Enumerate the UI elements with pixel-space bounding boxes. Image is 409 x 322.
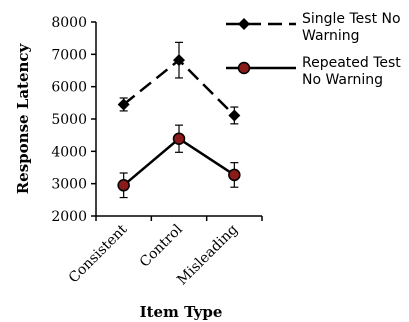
series-2 <box>117 124 241 199</box>
y-tick-label: 6000 <box>51 80 87 96</box>
data-point-circle <box>228 168 241 182</box>
legend-label: Repeated Test <box>302 55 401 71</box>
series-1 <box>117 41 241 125</box>
data-point-diamond <box>228 109 241 122</box>
data-point-circle <box>172 132 186 145</box>
y-tick-label: 4000 <box>51 144 87 160</box>
y-tick-label: 2000 <box>51 209 87 225</box>
x-tick-label: Consistent <box>66 221 131 286</box>
y-tick-label: 5000 <box>51 112 87 128</box>
legend-marker-circle <box>237 61 251 75</box>
legend-label: No Warning <box>302 72 383 88</box>
data-point-diamond <box>173 54 185 67</box>
x-axis-title: Item Type <box>140 303 223 321</box>
legend-marker-diamond <box>238 18 250 30</box>
plot-area <box>117 41 241 199</box>
y-tick-label: 8000 <box>51 15 87 31</box>
data-point-diamond <box>117 98 130 111</box>
y-tick-label: 7000 <box>51 47 87 63</box>
legend-label: Single Test No <box>302 11 401 27</box>
y-tick-label: 3000 <box>51 177 87 193</box>
x-tick-label: Control <box>137 221 186 270</box>
y-axis-title: Response Latency <box>14 42 32 194</box>
legend-label: Warning <box>302 28 360 44</box>
y-ticks: 2000 3000 4000 5000 6000 7000 8000 <box>51 15 96 225</box>
data-point-circle <box>117 179 130 192</box>
